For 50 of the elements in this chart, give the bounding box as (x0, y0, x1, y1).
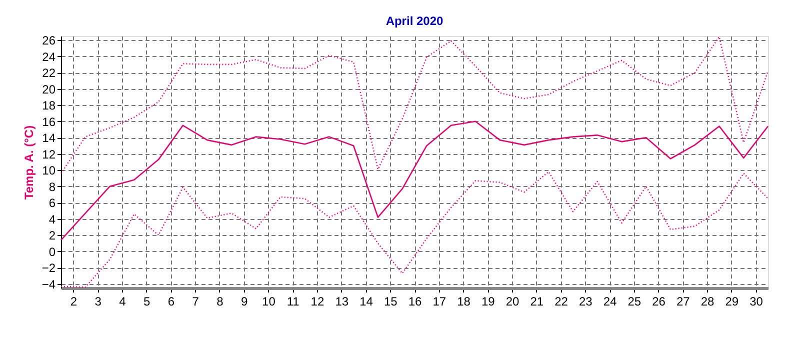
x-tick-label: 24 (603, 294, 618, 308)
x-tick-label: 10 (262, 294, 276, 308)
x-tick-label: 12 (310, 294, 324, 308)
x-tick-label: 18 (457, 294, 471, 308)
y-tick-label: −2 (42, 261, 56, 276)
x-tick-label: 23 (578, 294, 593, 308)
y-tick-label: 8 (48, 180, 56, 194)
x-tick-label: 16 (408, 294, 422, 308)
x-tick-label: 17 (432, 294, 446, 308)
y-tick-label: 14 (42, 131, 56, 146)
line-series (60, 36, 769, 174)
y-tick-label: 24 (42, 50, 56, 64)
y-tick-label: 20 (42, 82, 56, 96)
x-tick-label: 8 (216, 294, 224, 308)
x-tick-label: 30 (750, 294, 764, 308)
x-tick-label: 20 (506, 294, 520, 308)
y-tick-label: 6 (48, 196, 56, 210)
x-tick-label: 14 (360, 294, 374, 308)
line-series (60, 171, 769, 288)
y-tick-label: 10 (42, 164, 56, 178)
y-tick-label: −4 (42, 277, 56, 292)
x-tick-label: 27 (676, 294, 690, 308)
y-tick-label: 16 (42, 114, 56, 129)
y-tick-label: 0 (48, 244, 56, 259)
x-tick-label: 29 (725, 294, 739, 308)
x-tick-label: 28 (700, 294, 715, 308)
x-tick-label: 22 (554, 294, 568, 308)
y-tick-label: 26 (42, 34, 56, 48)
y-tick-label: 2 (48, 228, 56, 243)
y-tick-label: 18 (42, 98, 56, 113)
y-tick-label: 4 (48, 212, 56, 226)
x-tick-label: 6 (168, 294, 175, 308)
x-tick-label: 19 (481, 294, 496, 308)
x-tick-label: 2 (70, 294, 78, 308)
y-tick-label: 12 (42, 147, 56, 162)
x-tick-label: 26 (652, 294, 666, 308)
x-tick-label: 25 (628, 294, 642, 308)
x-tick-label: 15 (384, 294, 398, 308)
x-tick-label: 5 (143, 294, 150, 308)
chart-title: April 2020 (386, 14, 444, 28)
y-axis-title: Temp. A. (°C) (22, 125, 36, 200)
y-tick-label: 22 (42, 66, 56, 80)
x-tick-label: 21 (530, 294, 544, 308)
x-tick-label: 7 (192, 294, 200, 308)
x-tick-label: 13 (335, 294, 349, 308)
x-tick-label: 3 (94, 294, 102, 308)
x-tick-label: 4 (119, 294, 126, 308)
x-tick-label: 11 (286, 294, 300, 308)
line-series (60, 120, 769, 241)
x-tick-label: 9 (241, 294, 248, 308)
